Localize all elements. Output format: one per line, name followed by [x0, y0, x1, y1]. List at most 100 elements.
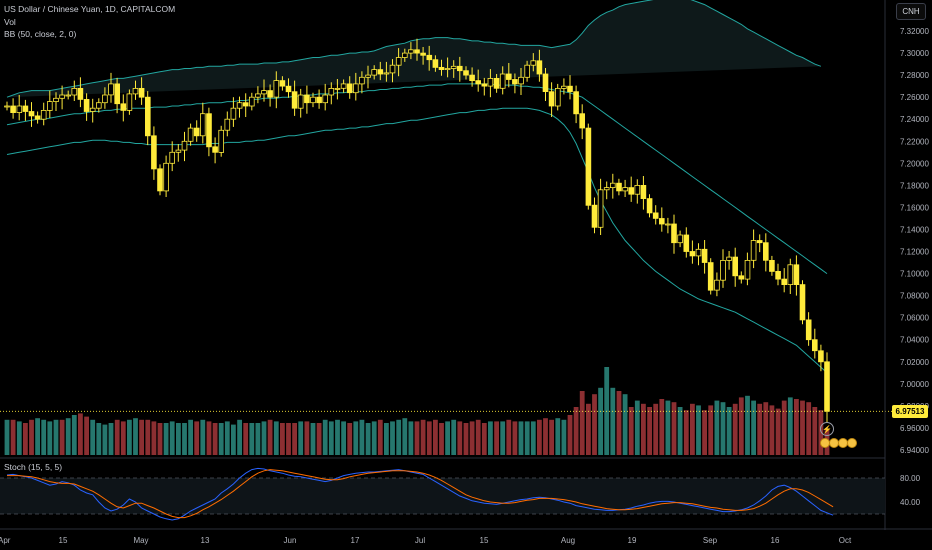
candle-body: [450, 65, 457, 69]
volume-bar: [157, 423, 163, 455]
volume-bar: [23, 423, 28, 455]
stoch-legend[interactable]: Stoch (15, 5, 5): [4, 462, 63, 472]
volume-bar: [41, 419, 47, 455]
candle-body: [224, 118, 231, 131]
candle-body: [96, 102, 102, 109]
volume-bars: [4, 367, 830, 455]
candle-body: [634, 184, 641, 195]
candle-body: [818, 350, 824, 363]
volume-bar: [47, 421, 53, 455]
volume-legend[interactable]: Vol: [4, 17, 16, 27]
candle-body: [769, 259, 775, 272]
volume-bar: [439, 423, 444, 455]
time-tick-label: Sep: [703, 536, 718, 545]
volume-bar: [696, 405, 701, 455]
volume-bar: [102, 424, 108, 455]
price-tick-label: 7.10000: [900, 270, 929, 279]
flash-icon[interactable]: ⚡: [820, 422, 834, 436]
candle-body: [163, 162, 169, 192]
time-tick-label: Jul: [415, 536, 425, 545]
time-tick-label: Aug: [561, 536, 575, 545]
candle-body: [493, 78, 500, 89]
volume-bar: [341, 421, 346, 455]
candle-body: [573, 91, 579, 115]
candle-body: [175, 149, 182, 153]
candle-body: [291, 91, 298, 109]
candle-body: [255, 93, 261, 98]
candle-body: [193, 127, 200, 137]
candle-body: [799, 284, 806, 321]
volume-bar: [347, 423, 353, 455]
volume-bar: [457, 421, 463, 455]
candle-body: [352, 83, 359, 94]
volume-bar: [169, 421, 175, 455]
time-tick-label: Oct: [839, 536, 852, 545]
candle-body: [469, 74, 475, 81]
volume-bar: [133, 418, 138, 455]
volume-bar: [408, 421, 414, 455]
candle-body: [732, 256, 738, 277]
candle-body: [297, 94, 304, 109]
candle-body: [597, 189, 604, 228]
candle-body: [28, 111, 35, 117]
candle-body: [518, 76, 524, 85]
candle-body: [261, 90, 267, 95]
volume-bar: [677, 407, 683, 455]
candle-body: [738, 275, 745, 280]
candle-body: [561, 85, 567, 89]
volume-bar: [420, 419, 426, 455]
volume-bar: [188, 419, 193, 455]
volume-bar: [16, 421, 22, 455]
volume-bar: [218, 423, 224, 455]
bb-legend[interactable]: BB (50, close, 2, 0): [4, 29, 77, 39]
candle-body: [616, 182, 622, 192]
candle-body: [763, 242, 769, 261]
volume-bar: [690, 403, 695, 455]
candle-body: [53, 97, 59, 103]
candle-body: [16, 105, 23, 113]
volume-bar: [151, 421, 157, 455]
event-icon[interactable]: [847, 438, 857, 448]
candle-body: [132, 88, 139, 95]
candle-body: [151, 135, 157, 170]
volume-bar: [555, 418, 561, 455]
time-tick-label: Jun: [284, 536, 297, 545]
volume-bar: [273, 421, 279, 455]
volume-bar: [579, 391, 585, 455]
volume-bar: [206, 421, 212, 455]
candle-body: [285, 85, 292, 93]
volume-bar: [71, 415, 77, 455]
volume-bar: [769, 405, 775, 455]
candle-body: [218, 129, 225, 153]
candle-body: [659, 218, 665, 225]
volume-bar: [800, 400, 805, 455]
volume-bar: [212, 423, 218, 455]
volume-bar: [163, 423, 169, 455]
volume-bar: [622, 394, 628, 455]
volume-bar: [224, 421, 230, 455]
candle-body: [340, 83, 347, 89]
candle-body: [542, 73, 549, 93]
candle-body: [114, 83, 121, 105]
volume-bar: [243, 423, 249, 455]
volume-bar: [806, 402, 812, 455]
volume-bar: [96, 423, 102, 455]
volume-bar: [194, 421, 200, 455]
volume-bar: [745, 395, 750, 455]
candle-body: [187, 127, 194, 142]
candle-body: [499, 73, 506, 89]
candle-body: [536, 60, 543, 75]
candle-body: [322, 94, 328, 104]
candle-body: [524, 64, 530, 78]
price-tick-label: 7.26000: [900, 93, 929, 102]
candle-body: [304, 94, 310, 104]
currency-badge[interactable]: CNH: [896, 3, 926, 20]
volume-bar: [402, 418, 408, 455]
volume-bar: [267, 419, 273, 455]
volume-bar: [145, 419, 151, 455]
symbol-legend[interactable]: US Dollar / Chinese Yuan, 1D, CAPITALCOM: [4, 4, 176, 14]
events-strip[interactable]: [820, 438, 857, 448]
volume-bar: [647, 407, 652, 455]
candle-body: [805, 319, 812, 341]
